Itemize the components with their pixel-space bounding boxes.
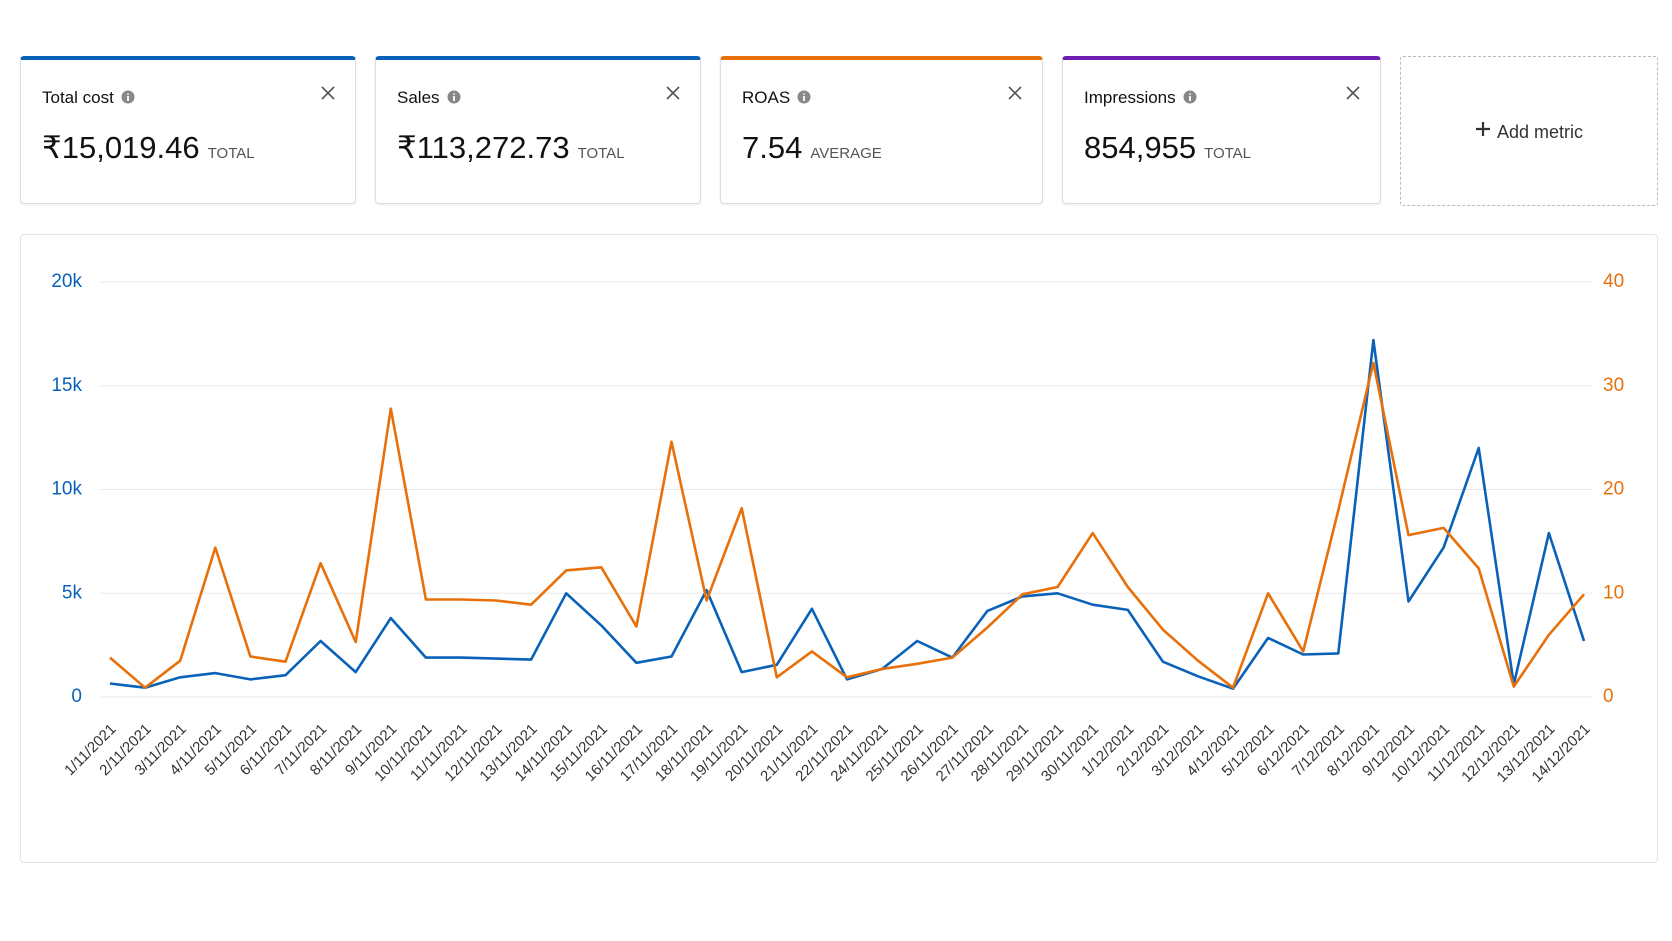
metric-name-text: Impressions — [1084, 88, 1176, 107]
close-icon — [321, 86, 335, 100]
metric-name: Impressions — [1084, 88, 1197, 108]
series-line — [109, 361, 1585, 689]
close-button[interactable] — [666, 86, 680, 100]
metric-value: ₹15,019.46 TOTAL — [42, 130, 255, 166]
close-icon — [1008, 86, 1022, 100]
series-line — [109, 338, 1586, 690]
add-metric-card[interactable]: Add metric — [1400, 56, 1658, 206]
metric-value: 7.54 AVERAGE — [742, 130, 882, 166]
info-icon — [447, 90, 461, 104]
info-icon — [1183, 90, 1197, 104]
metric-name-text: Total cost — [42, 88, 114, 107]
metric-card: Total cost ₹15,019.46 TOTAL — [20, 56, 356, 204]
info-icon — [121, 90, 135, 104]
chart-panel — [20, 234, 1658, 863]
y-tick-label: 5k — [62, 582, 83, 603]
metric-value: 854,955 TOTAL — [1084, 130, 1251, 166]
metric-aggregate: TOTAL — [577, 145, 625, 162]
close-button[interactable] — [1346, 86, 1360, 100]
metric-aggregate: AVERAGE — [810, 145, 882, 162]
metric-card: Impressions 854,955 TOTAL — [1062, 56, 1381, 204]
y2-tick-label: 0 — [1603, 686, 1614, 707]
y2-tick-label: 10 — [1603, 582, 1624, 603]
metric-value: ₹113,272.73 TOTAL — [397, 130, 625, 166]
metric-card: ROAS 7.54 AVERAGE — [720, 56, 1043, 204]
metric-value-text: ₹113,272.73 — [397, 130, 570, 165]
y-tick-label: 20k — [51, 271, 82, 292]
metric-aggregate: TOTAL — [1204, 145, 1252, 162]
metric-value-text: 854,955 — [1084, 130, 1197, 165]
metric-name: Total cost — [42, 88, 135, 108]
info-icon — [797, 90, 811, 104]
close-button[interactable] — [321, 86, 335, 100]
metric-value-text: ₹15,019.46 — [42, 130, 200, 165]
metric-name: ROAS — [742, 88, 811, 108]
close-icon — [666, 86, 680, 100]
metric-aggregate: TOTAL — [207, 145, 255, 162]
y2-tick-label: 40 — [1603, 271, 1624, 292]
y-tick-label: 0 — [71, 686, 82, 707]
close-button[interactable] — [1008, 86, 1022, 100]
y2-tick-label: 30 — [1603, 375, 1624, 396]
metric-value-text: 7.54 — [742, 130, 803, 165]
metric-name-text: Sales — [397, 88, 440, 107]
metric-card: Sales ₹113,272.73 TOTAL — [375, 56, 701, 204]
y-tick-label: 15k — [51, 375, 82, 396]
plus-icon — [1476, 122, 1490, 136]
metric-name-text: ROAS — [742, 88, 791, 107]
y2-tick-label: 20 — [1603, 479, 1624, 500]
close-icon — [1346, 86, 1360, 100]
add-metric-label: Add metric — [1497, 122, 1584, 142]
metric-name: Sales — [397, 88, 461, 108]
y-tick-label: 10k — [51, 479, 82, 500]
